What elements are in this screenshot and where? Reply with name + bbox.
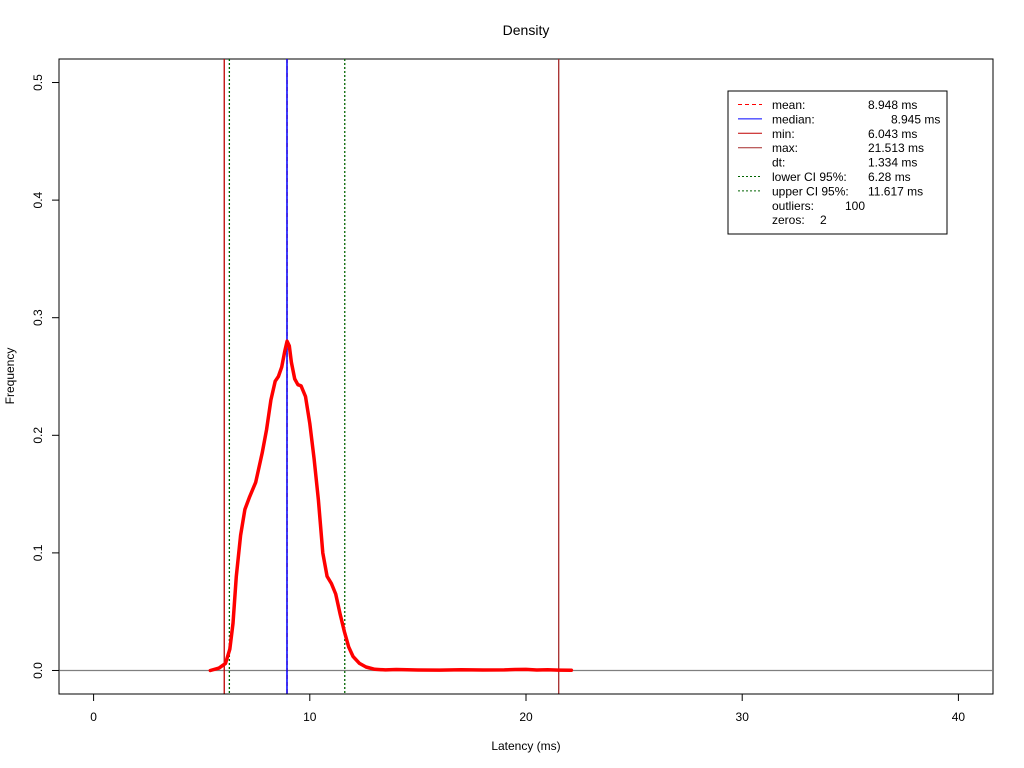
x-tick-label: 0 <box>90 710 97 724</box>
legend-value: 21.513 ms <box>868 141 924 155</box>
y-tick-label: 0.2 <box>31 427 45 444</box>
y-tick-label: 0.1 <box>31 544 45 561</box>
legend-label: max: <box>772 141 798 155</box>
density-curve <box>208 339 574 673</box>
legend-value: 11.617 ms <box>868 184 923 198</box>
legend-value: 8.945 ms <box>891 112 940 126</box>
legend-label: outliers: <box>772 199 814 213</box>
legend-box <box>727 90 948 235</box>
legend: mean: 8.948 ms median: 8.945 ms min: 6.043 ms… <box>727 90 948 235</box>
legend-label: median: <box>772 112 815 126</box>
legend-value: 2 <box>820 213 827 227</box>
x-axis: 0 10 20 30 40 <box>90 693 966 724</box>
legend-label: zeros: <box>772 213 805 227</box>
legend-value: 100 <box>845 199 865 213</box>
x-axis-label: Latency (ms) <box>491 739 560 753</box>
legend-value: 8.948 ms <box>868 98 917 112</box>
x-tick-label: 10 <box>303 710 317 724</box>
y-tick-label: 0.4 <box>31 191 45 208</box>
legend-label: min: <box>772 127 795 141</box>
legend-value: 6.043 ms <box>868 127 917 141</box>
y-axis-label: Frequency <box>3 348 17 405</box>
y-tick-label: 0.5 <box>31 74 45 91</box>
legend-label: mean: <box>772 98 805 112</box>
y-tick-label: 0.3 <box>31 309 45 326</box>
x-tick-label: 30 <box>736 710 750 724</box>
legend-value: 1.334 ms <box>868 156 917 170</box>
legend-label: dt: <box>772 156 785 170</box>
x-tick-label: 20 <box>519 710 533 724</box>
y-tick-label: 0.0 <box>31 662 45 679</box>
legend-label: lower CI 95%: <box>772 170 847 184</box>
x-tick-label: 40 <box>952 710 966 724</box>
legend-value: 6.28 ms <box>868 170 911 184</box>
chart-title: Density <box>503 22 550 38</box>
legend-label: upper CI 95%: <box>772 184 849 198</box>
y-axis: 0.0 0.1 0.2 0.3 0.4 0.5 <box>31 74 60 679</box>
